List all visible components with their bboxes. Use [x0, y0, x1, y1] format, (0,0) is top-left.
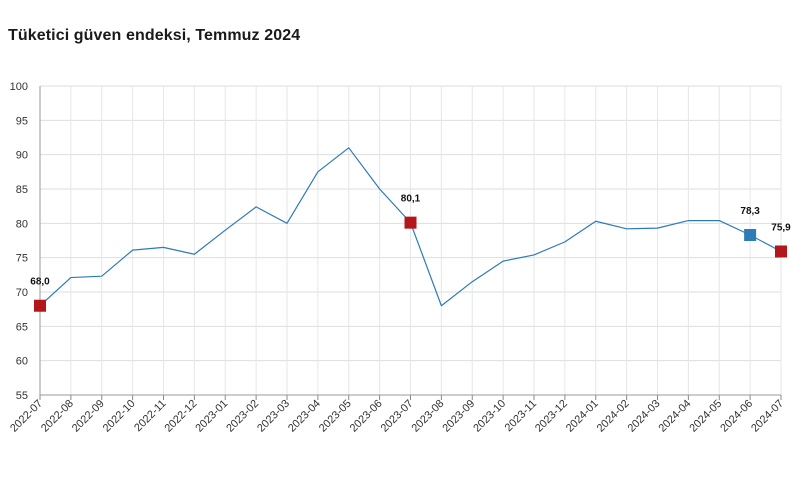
data-label: 78,3 [740, 206, 760, 217]
chart-title: Tüketici güven endeksi, Temmuz 2024 [8, 27, 301, 44]
highlight-marker [34, 299, 46, 312]
x-axis: 2022-072022-082022-092022-102022-112022-… [8, 394, 786, 435]
y-tick-label: 65 [16, 321, 28, 333]
y-axis: 55 60 65 70 75 80 85 90 95 100 [10, 81, 41, 402]
highlight-marker [404, 216, 417, 229]
x-tick-label: 2022-08 [39, 398, 76, 435]
x-tick-label: 2024-06 [718, 398, 755, 435]
x-tick-label: 2024-03 [626, 398, 663, 435]
data-label: 68,0 [30, 277, 50, 288]
x-tick-label: 2022-09 [70, 398, 107, 435]
x-tick-label: 2024-04 [656, 398, 693, 435]
grid-lines [39, 85, 782, 396]
y-tick-label: 80 [16, 218, 28, 230]
x-tick-label: 2024-02 [595, 398, 632, 435]
x-tick-label: 2023-12 [533, 398, 570, 435]
x-tick-label: 2023-06 [348, 398, 385, 435]
x-tick-label: 2022-10 [101, 398, 138, 435]
x-tick-label: 2024-01 [564, 398, 601, 435]
y-tick-label: 95 [16, 115, 28, 127]
highlight-marker [744, 229, 757, 242]
y-tick-label: 70 [16, 287, 28, 299]
x-tick-label: 2023-04 [286, 398, 323, 435]
y-tick-label: 60 [16, 356, 28, 368]
x-tick-label: 2022-12 [162, 398, 199, 435]
x-tick-label: 2024-07 [749, 398, 786, 435]
x-tick-label: 2023-10 [471, 398, 508, 435]
x-tick-label: 2022-07 [8, 398, 45, 435]
y-tick-label: 100 [10, 81, 28, 93]
x-tick-label: 2024-05 [687, 398, 724, 435]
x-tick-label: 2023-01 [193, 398, 230, 435]
y-tick-label: 75 [16, 253, 28, 265]
x-tick-label: 2023-08 [409, 398, 446, 435]
data-label: 75,9 [771, 222, 791, 233]
y-tick-label: 90 [16, 150, 28, 162]
x-tick-label: 2023-09 [440, 398, 477, 435]
highlight-markers: 68,0 80,1 78,3 75,9 [30, 194, 791, 312]
data-label: 80,1 [401, 194, 421, 205]
highlight-marker [775, 245, 787, 258]
x-tick-label: 2023-05 [317, 398, 354, 435]
y-tick-label: 55 [16, 390, 28, 402]
x-tick-label: 2023-11 [503, 398, 539, 434]
x-tick-label: 2023-07 [379, 398, 416, 435]
x-tick-label: 2023-03 [255, 398, 292, 435]
x-tick-label: 2022-11 [132, 398, 168, 434]
y-tick-label: 85 [16, 184, 28, 196]
x-tick-label: 2023-02 [224, 398, 261, 435]
